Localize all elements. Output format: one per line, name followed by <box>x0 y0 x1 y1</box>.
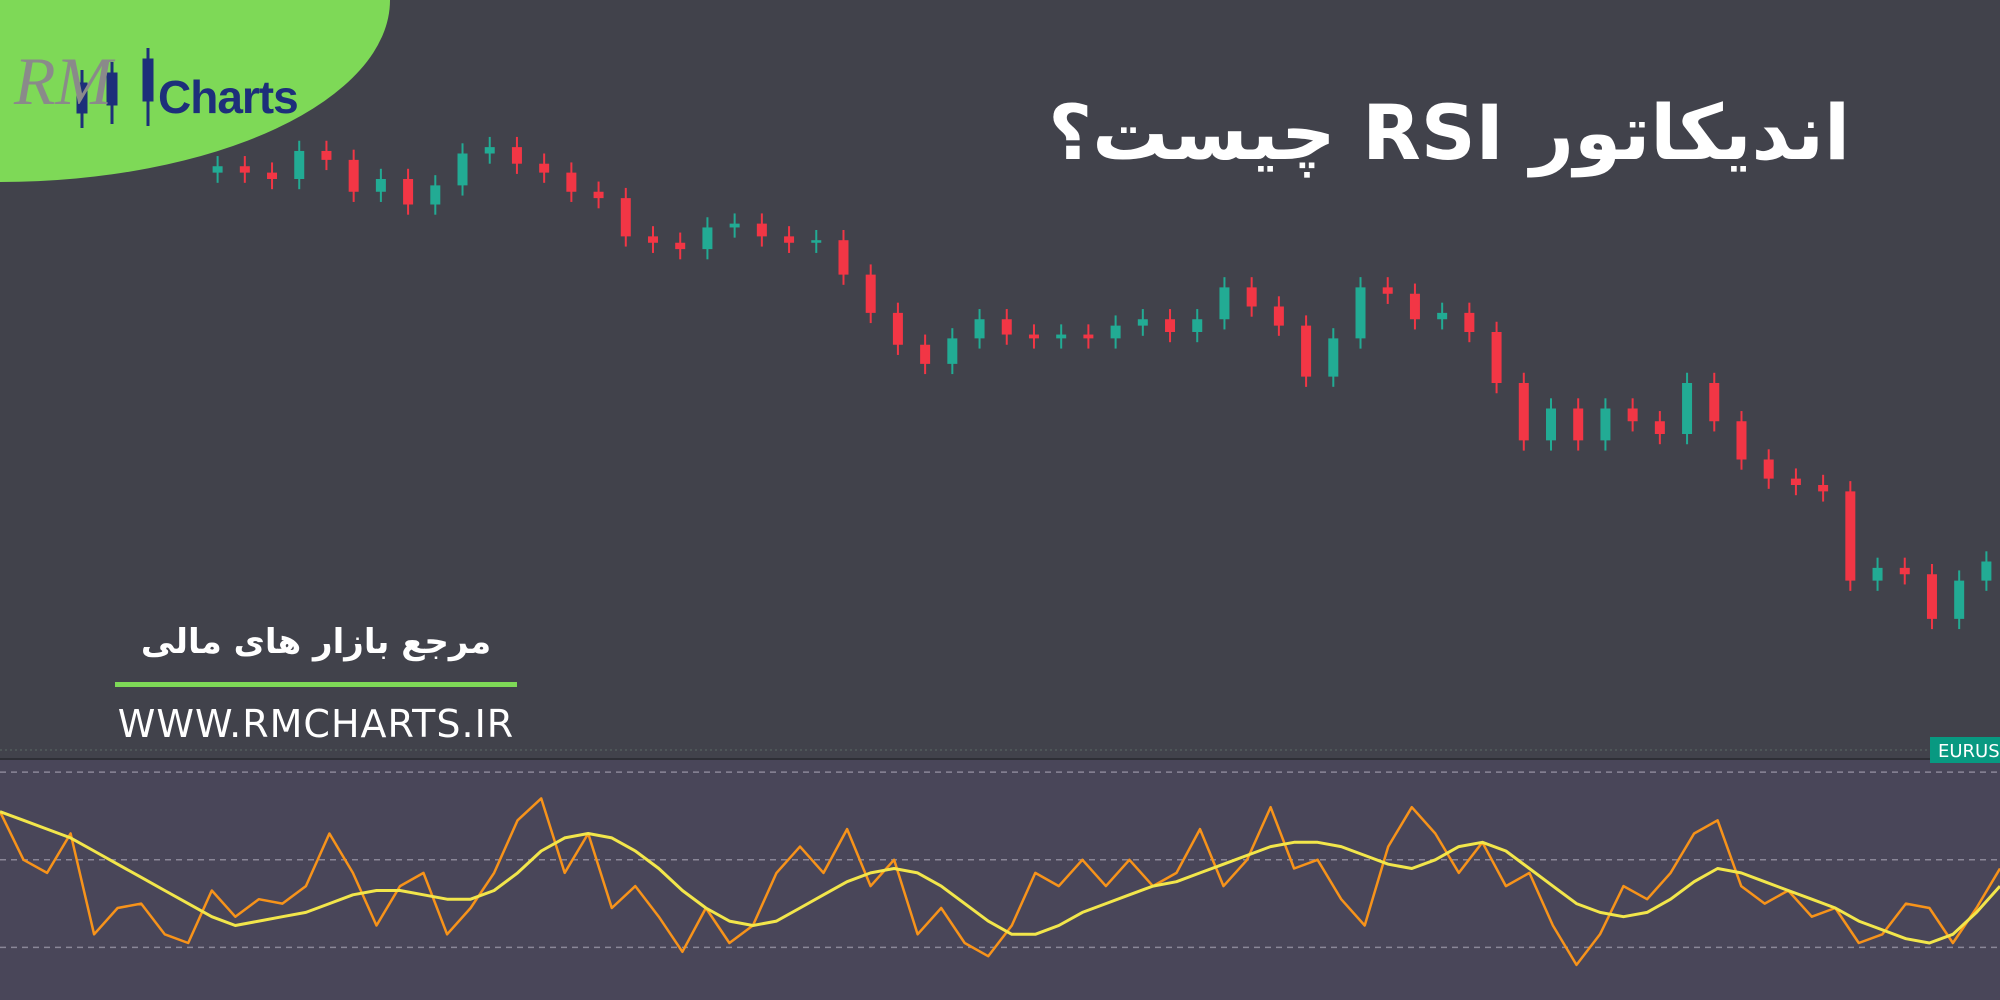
rsi-line <box>0 810 2000 945</box>
candle-body <box>1382 287 1393 294</box>
candle-body <box>403 179 414 205</box>
candle-body <box>511 147 522 164</box>
logo-text: Charts <box>158 71 299 123</box>
logo-candles <box>76 48 154 128</box>
candle-body <box>1573 408 1584 441</box>
candle-body <box>756 223 767 237</box>
title: اندیکاتور RSI چیست؟ <box>1048 88 1850 177</box>
candle-body <box>1926 574 1937 619</box>
candle-body <box>430 185 441 205</box>
logo <box>0 0 390 182</box>
candle-body <box>1246 287 1257 307</box>
candle-body <box>729 223 740 228</box>
candle-body <box>865 274 876 313</box>
candle-body <box>1954 580 1965 619</box>
candle-body <box>239 166 250 173</box>
candle-body <box>1491 332 1502 383</box>
candle-body <box>1709 383 1720 422</box>
candle-body <box>321 150 332 160</box>
candle-body <box>1437 312 1448 320</box>
candle-body <box>1219 287 1230 320</box>
candle-body <box>811 240 822 243</box>
symbol-tag: EURUS <box>1930 737 2000 763</box>
candle-body <box>1301 325 1312 377</box>
candle-body <box>1600 408 1611 441</box>
candle-body <box>675 242 686 250</box>
candle-body <box>566 172 577 192</box>
candle-body <box>1273 306 1284 326</box>
candle-body <box>1546 408 1556 441</box>
candle-body <box>1899 567 1910 575</box>
candle-body <box>1872 567 1883 581</box>
candle-body <box>838 240 849 275</box>
candle-body <box>348 159 359 192</box>
website: WWW.RMCHARTS.IR <box>117 702 515 746</box>
candle-body <box>648 236 658 243</box>
candle-body <box>212 166 223 173</box>
candle-body <box>702 227 713 250</box>
candle-body <box>267 172 278 179</box>
candle-body <box>1518 383 1529 441</box>
candle-body <box>1001 319 1012 335</box>
candle-body <box>294 150 305 179</box>
candle-body <box>539 163 550 173</box>
candle-body <box>1110 325 1121 339</box>
candle-body <box>920 344 931 364</box>
candle-body <box>484 147 495 154</box>
candle-body <box>375 179 386 192</box>
candle-body <box>1763 459 1774 479</box>
candle-body <box>1409 293 1420 320</box>
candle-body <box>1627 408 1638 422</box>
candle-body <box>947 338 958 364</box>
candle-body <box>1981 561 1992 581</box>
candle-body <box>1192 319 1203 332</box>
candle-body <box>1083 334 1094 339</box>
candle-body <box>1682 383 1693 434</box>
candle-body <box>1736 421 1747 460</box>
candle-body <box>620 198 631 237</box>
candle-body <box>784 236 795 243</box>
candle-body <box>1137 319 1148 326</box>
rsi-line <box>0 797 2000 967</box>
logo-badge <box>0 0 390 182</box>
candle-body <box>892 312 903 345</box>
candle-body <box>1355 287 1366 339</box>
candle-body <box>1790 478 1801 485</box>
candle-body <box>593 191 604 199</box>
candle-body <box>1654 421 1665 434</box>
rsi-panel <box>0 759 2000 1000</box>
candle-body <box>1464 312 1475 332</box>
candle-body <box>1328 338 1339 377</box>
logo-script: RM <box>14 43 113 119</box>
subtitle: مرجع بازار های مالی <box>140 622 492 662</box>
candle-body <box>457 153 468 186</box>
candle-body <box>1056 334 1067 339</box>
candle-body <box>1028 334 1039 339</box>
candle-body <box>1165 319 1176 332</box>
candle-body <box>1845 491 1856 581</box>
candle-body <box>1818 485 1829 492</box>
candle-body <box>974 319 985 339</box>
underline <box>115 682 517 687</box>
